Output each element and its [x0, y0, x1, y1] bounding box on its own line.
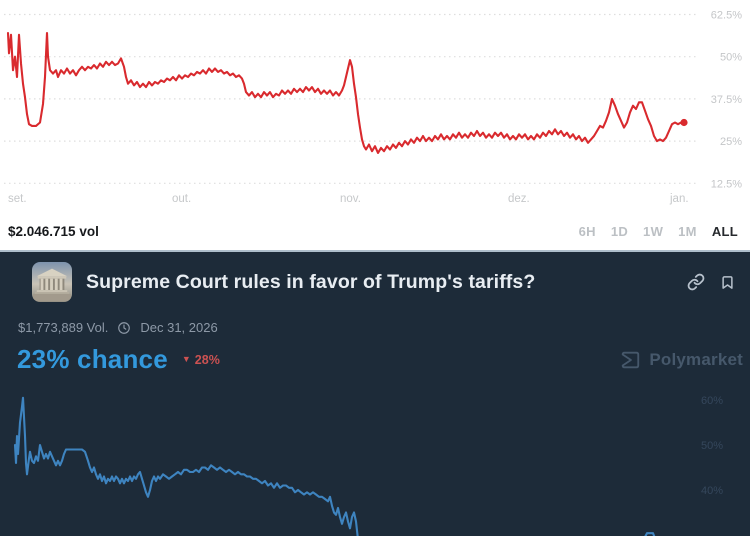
svg-text:37.5%: 37.5%: [711, 94, 742, 106]
svg-text:40%: 40%: [701, 485, 723, 497]
market-thumbnail[interactable]: [32, 262, 72, 302]
end-date-label: Dec 31, 2026: [140, 320, 218, 335]
polymarket-embed-card: Supreme Court rules in favor of Trump's …: [0, 250, 750, 536]
bookmark-icon[interactable]: [720, 274, 735, 291]
svg-text:60%: 60%: [701, 395, 723, 407]
header-actions: [687, 273, 735, 291]
card-header: Supreme Court rules in favor of Trump's …: [0, 252, 750, 302]
chart-gridlines: [4, 13, 697, 184]
x-tick-out: out.: [172, 193, 192, 205]
supreme-court-building-image: [32, 262, 72, 302]
y-axis-labels-dark: 60% 50% 40%: [701, 395, 723, 497]
market-title[interactable]: Supreme Court rules in favor of Trump's …: [86, 270, 536, 293]
copy-link-icon[interactable]: [687, 273, 705, 291]
price-history-panel: 62.5% 50% 37.5% 25% 12.5% set. out. nov.…: [0, 0, 750, 250]
polymarket-logo[interactable]: Polymarket: [619, 349, 743, 371]
chance-row: 23% chance ▼ 28% Polymarket: [0, 335, 750, 375]
range-6h-button[interactable]: 6H: [578, 223, 596, 239]
range-1d-button[interactable]: 1D: [610, 223, 629, 239]
x-tick-dez: dez.: [508, 193, 530, 205]
chance-history-chart[interactable]: 60% 50% 40%: [0, 387, 750, 536]
svg-text:50%: 50%: [720, 52, 742, 64]
y-axis-labels: 62.5% 50% 37.5% 25% 12.5%: [711, 10, 742, 191]
chance-value: 23% chance: [17, 344, 168, 374]
svg-text:50%: 50%: [701, 440, 723, 452]
svg-text:62.5%: 62.5%: [711, 10, 742, 22]
price-history-chart[interactable]: 62.5% 50% 37.5% 25% 12.5%: [0, 0, 750, 192]
svg-text:12.5%: 12.5%: [711, 178, 742, 190]
price-change-badge: ▼ 28%: [182, 353, 220, 367]
clock-icon: [117, 321, 131, 335]
total-volume-label: $2.046.715 vol: [8, 223, 99, 239]
range-all-button[interactable]: ALL: [711, 223, 738, 239]
polymarket-logo-text: Polymarket: [649, 349, 743, 369]
range-1m-button[interactable]: 1M: [678, 223, 697, 239]
arrow-down-icon: ▼: [181, 354, 191, 364]
range-1w-button[interactable]: 1W: [643, 223, 664, 239]
volume-toolbar: $2.046.715 vol 6H 1D 1W 1M ALL: [0, 214, 750, 248]
x-tick-set: set.: [8, 193, 27, 205]
change-percent-label: 28%: [194, 352, 220, 367]
x-axis-labels: set. out. nov. dez. jan.: [0, 193, 750, 209]
market-volume-label: $1,773,889 Vol.: [18, 320, 109, 335]
x-tick-jan: jan.: [670, 193, 689, 205]
polymarket-logo-icon: [622, 351, 640, 368]
time-range-selector: 6H 1D 1W 1M ALL: [579, 224, 738, 239]
x-tick-nov: nov.: [340, 193, 361, 205]
market-meta-row: $1,773,889 Vol. Dec 31, 2026: [0, 302, 750, 335]
svg-text:25%: 25%: [720, 136, 742, 148]
